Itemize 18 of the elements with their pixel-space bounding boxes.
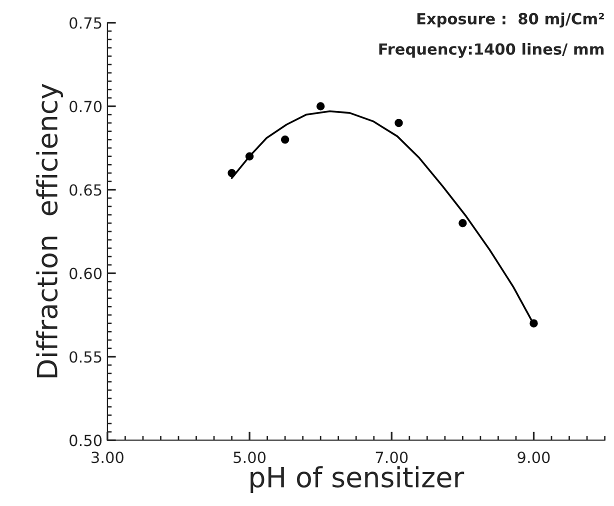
point: [394, 118, 403, 128]
x-tick-label: 7.00: [376, 452, 408, 464]
point: [316, 102, 325, 110]
y-tick-label: 0.55: [70, 351, 102, 363]
annotation: Frequency:1400 lines/ mm: [379, 43, 604, 58]
y-tick-label: 0.65: [70, 184, 102, 196]
point: [280, 136, 290, 144]
y-tick-label: 0.75: [70, 17, 102, 29]
point: [458, 219, 467, 228]
y-tick-label: 0.50: [70, 434, 102, 446]
y-tick-label: 0.60: [70, 268, 102, 280]
y-tick-label: 0.70: [70, 100, 102, 112]
x-tick-label: 9.00: [518, 452, 550, 464]
annotation: Exposure : 80 mj/Cm²: [417, 12, 604, 28]
y-axis-title: Diffraction efficiency: [36, 84, 64, 378]
x-axis-title: pH of sensitizer: [250, 466, 464, 493]
x-tick-label: 5.00: [234, 452, 266, 464]
x-tick-label: 3.00: [92, 452, 124, 464]
